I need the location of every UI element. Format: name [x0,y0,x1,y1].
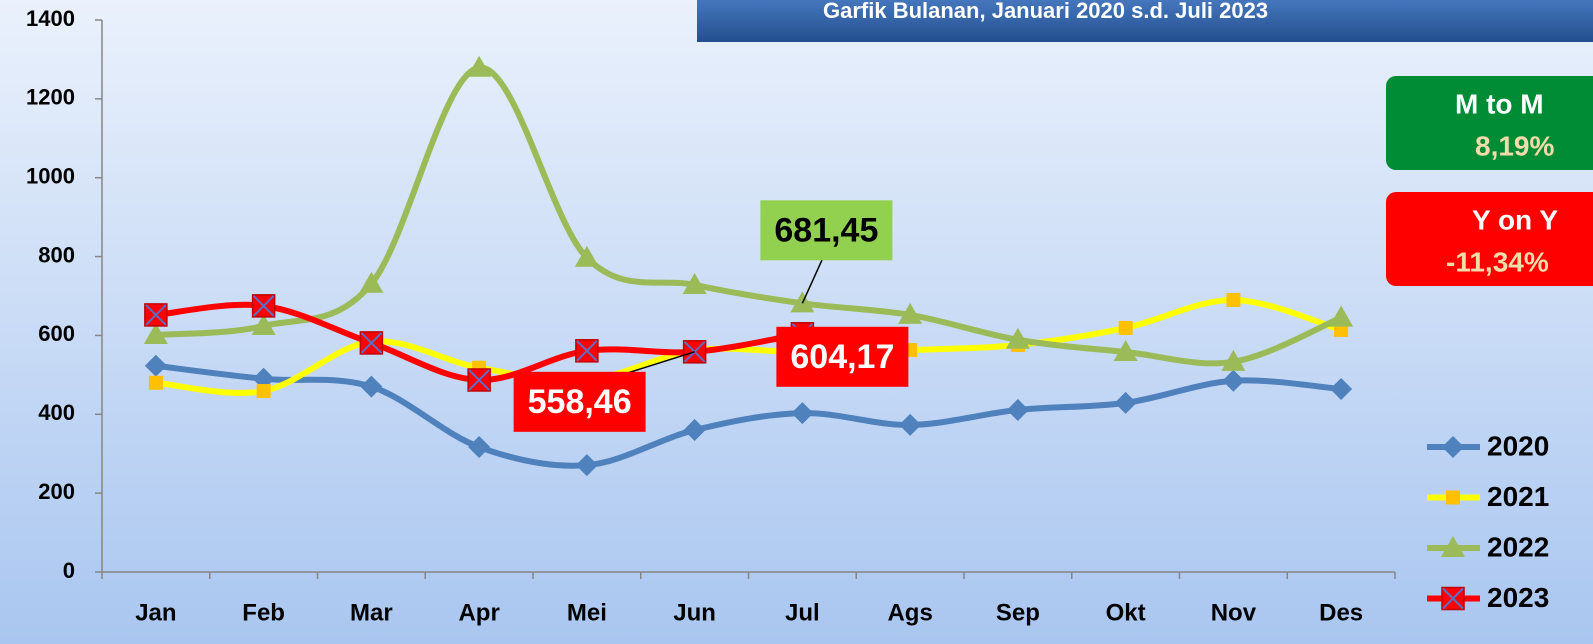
annotation-value: 8,19% [1475,130,1554,161]
y-tick-label: 600 [38,321,75,346]
marker [251,313,276,335]
data-label: 604,17 [790,338,894,376]
data-label-box [776,326,909,387]
marker-cross [360,332,383,354]
x-tick-label: Jun [673,599,716,626]
data-label: 558,46 [528,383,632,421]
x-tick-label: Jul [785,599,820,626]
marker-cross [252,295,275,317]
y-tick-label: 200 [38,479,75,504]
annotation-box [1386,192,1593,286]
annotation-title: M to M [1455,88,1544,119]
marker [256,384,271,399]
marker [359,271,384,293]
marker [1221,349,1246,371]
marker [144,303,168,327]
y-tick-label: 800 [38,242,75,267]
marker [683,419,706,442]
marker [144,354,167,377]
x-tick-label: Mei [567,599,607,626]
marker [1118,320,1133,335]
legend-item: 2021 [1427,481,1549,512]
x-tick-label: Des [1319,599,1363,626]
x-tick-label: Jan [135,599,176,626]
marker [467,368,491,392]
legend-marker [1441,586,1465,611]
marker [574,245,599,267]
annotation-value: -11,34% [1446,246,1549,277]
marker [467,55,492,77]
legend-marker [1442,436,1464,458]
y-tick-label: 1000 [26,164,75,189]
legend-item: 2023 [1427,582,1549,613]
marker [575,339,599,363]
marker [791,402,814,425]
series-line [155,296,1342,396]
legend-label: 2022 [1487,531,1549,562]
marker-cross [145,304,167,326]
data-label: 681,45 [774,211,878,249]
series-2022 [143,55,1354,371]
series-line [155,362,1342,469]
marker-cross [1442,587,1464,610]
marker [575,454,598,477]
marker [251,294,276,318]
series-2023 [144,294,815,392]
series-2020 [144,354,1353,477]
x-tick-label: Mar [350,599,393,626]
marker-cross [683,341,706,363]
marker [1005,327,1030,349]
title-box [697,0,1593,42]
legend-label: 2020 [1487,430,1549,461]
marker [899,413,922,436]
x-tick-label: Ags [887,599,932,626]
marker [148,375,163,390]
marker [1329,305,1354,327]
annotation-title: Y on Y [1472,204,1558,235]
legend-label: 2023 [1487,582,1549,613]
legend-marker [1446,490,1460,505]
legend-label: 2021 [1487,481,1549,512]
marker [1330,378,1353,401]
chart-title: Garfik Bulanan, Januari 2020 s.d. Juli 2… [823,0,1268,23]
data-label-box [513,371,646,432]
y-tick-label: 0 [63,558,75,583]
marker-cross [468,369,490,391]
marker [1006,398,1029,421]
marker [898,302,923,324]
y-tick-label: 1200 [26,85,75,110]
marker [1114,391,1137,414]
marker-cross [576,340,598,362]
marker [360,375,383,398]
marker [682,272,707,294]
x-tick-label: Feb [242,599,285,626]
legend-item: 2020 [1427,430,1549,461]
marker [1226,292,1241,307]
legend-item: 2022 [1427,531,1549,562]
marker [143,323,168,345]
marker [468,436,491,459]
legend-marker [1441,536,1465,557]
x-tick-label: Okt [1106,599,1146,626]
data-label-box [760,200,893,261]
marker [359,331,384,355]
y-tick-label: 400 [38,400,75,425]
x-tick-label: Nov [1211,599,1257,626]
x-tick-label: Apr [458,599,499,626]
y-tick-label: 1400 [26,6,75,31]
x-tick-label: Sep [996,599,1040,626]
marker [1222,369,1245,392]
annotation-box [1386,76,1593,170]
marker [1113,339,1138,361]
